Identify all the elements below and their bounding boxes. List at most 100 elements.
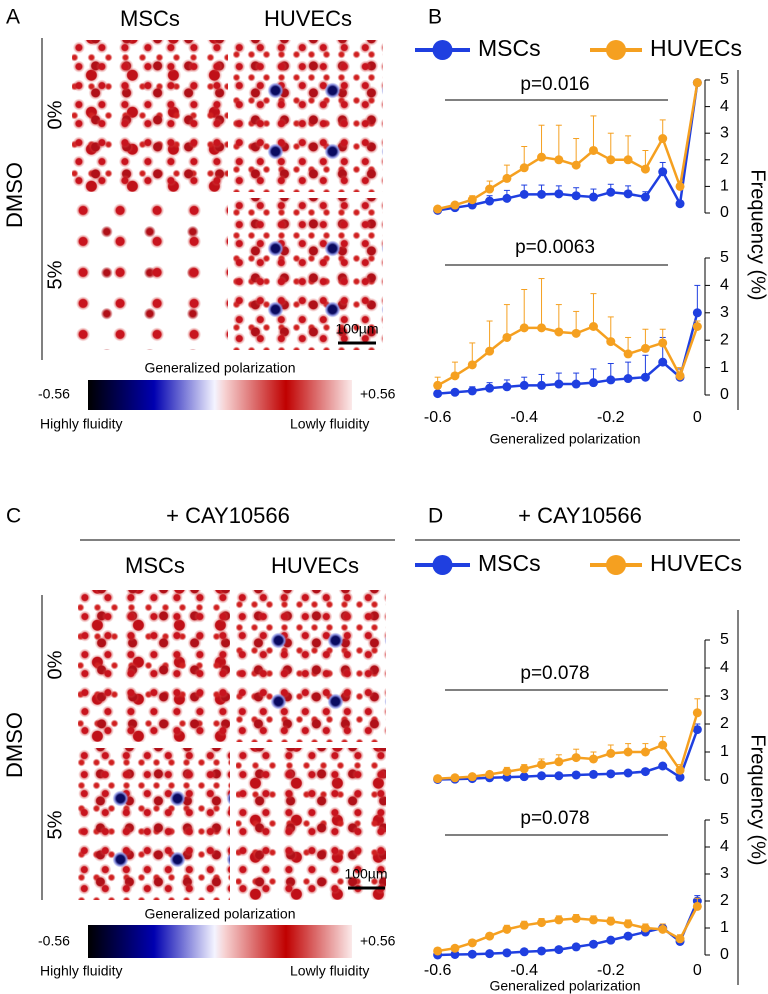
- y-tick-label: 0: [720, 771, 729, 788]
- data-point: [606, 155, 616, 165]
- data-point: [571, 328, 581, 338]
- y-tick-label: 1: [720, 743, 729, 760]
- y-tick-label: 5: [720, 249, 729, 266]
- data-point: [692, 901, 702, 911]
- data-point: [640, 343, 650, 353]
- y-tick-label: 3: [720, 304, 729, 321]
- data-point: [485, 184, 495, 194]
- y-tick-label: 5: [720, 811, 729, 828]
- x-tick-label: 0: [693, 409, 702, 426]
- layout-lines: [41, 38, 740, 985]
- data-point: [658, 761, 668, 771]
- data-point: [571, 160, 581, 170]
- micrograph: [233, 198, 383, 350]
- y-tick-label: 2: [720, 715, 729, 732]
- data-point: [571, 914, 581, 924]
- x-tick-label: 0: [693, 962, 702, 979]
- colorbar: [88, 380, 352, 410]
- data-point: [606, 187, 616, 197]
- data-point: [675, 934, 685, 944]
- y-tick-label: 3: [720, 865, 729, 882]
- y-tick-label: 2: [720, 331, 729, 348]
- data-point: [692, 78, 702, 88]
- data-point: [571, 379, 581, 389]
- colorbar-min: -0.56: [38, 386, 70, 402]
- data-point: [588, 322, 598, 331]
- micrograph: [78, 748, 230, 900]
- y-tick-label: 4: [720, 659, 729, 676]
- data-point: [485, 931, 495, 941]
- data-point: [606, 748, 616, 758]
- data-point: [485, 949, 495, 959]
- data-point: [623, 374, 633, 384]
- y-tick-label: 1: [720, 919, 729, 936]
- data-point: [658, 167, 668, 177]
- y-tick-label: 0: [720, 946, 729, 963]
- data-point: [467, 360, 477, 370]
- data-point: [502, 924, 512, 934]
- p-value: p=0.0063: [515, 237, 595, 258]
- data-point: [640, 372, 650, 382]
- colorbar-min: -0.56: [38, 933, 70, 949]
- data-point: [519, 189, 529, 199]
- panel-letter: C: [6, 505, 21, 528]
- data-point: [519, 323, 529, 333]
- y-axis-label: Frequency (%): [747, 734, 768, 865]
- series-line: [437, 900, 699, 957]
- data-point: [502, 767, 512, 777]
- micrograph: [233, 40, 383, 192]
- data-point: [433, 389, 443, 399]
- legend-marker: [606, 555, 626, 575]
- column-label: HUVECs: [271, 553, 359, 578]
- data-point: [571, 753, 581, 763]
- data-point: [623, 155, 633, 165]
- series-line: [437, 325, 699, 387]
- series-line: [437, 82, 699, 212]
- data-point: [537, 946, 547, 956]
- data-point: [450, 949, 460, 959]
- p-value: p=0.078: [520, 663, 589, 684]
- data-point: [433, 380, 443, 390]
- data-point: [467, 772, 477, 782]
- row-label: 0%: [44, 100, 66, 129]
- data-point: [658, 338, 668, 348]
- micrograph: [72, 40, 228, 192]
- x-tick-label: -0.2: [597, 409, 625, 426]
- row-label: 0%: [44, 650, 66, 679]
- data-point: [692, 725, 702, 735]
- panel-letter: A: [6, 6, 20, 29]
- data-point: [450, 387, 460, 397]
- data-point: [467, 195, 477, 205]
- treatment-label: + CAY10566: [518, 503, 642, 528]
- treatment-label: + CAY10566: [166, 503, 290, 528]
- data-point: [537, 760, 547, 770]
- series-line: [437, 312, 699, 395]
- data-point: [658, 740, 668, 750]
- p-value: p=0.016: [520, 74, 589, 95]
- data-point: [554, 379, 564, 389]
- data-point: [485, 769, 495, 779]
- legend-label: MSCs: [478, 35, 541, 61]
- y-tick-label: 0: [720, 386, 729, 403]
- y-tick-label: 1: [720, 178, 729, 195]
- data-point: [606, 935, 616, 945]
- data-point: [623, 349, 633, 359]
- y-tick-label: 4: [720, 98, 729, 115]
- data-point: [623, 189, 633, 199]
- y-tick-label: 1: [720, 359, 729, 376]
- data-point: [485, 346, 495, 356]
- micrograph: [236, 590, 386, 742]
- data-point: [623, 768, 633, 778]
- colorbar: [88, 925, 352, 958]
- scale-bar-label: 100µm: [344, 866, 387, 882]
- data-point: [537, 771, 547, 781]
- data-point: [450, 773, 460, 783]
- colorbar-max: +0.56: [360, 386, 396, 402]
- y-axis-label: Frequency (%): [747, 169, 768, 300]
- data-point: [519, 772, 529, 782]
- data-point: [554, 327, 564, 337]
- y-tick-label: 3: [720, 687, 729, 704]
- column-label: MSCs: [120, 6, 180, 31]
- data-point: [519, 380, 529, 390]
